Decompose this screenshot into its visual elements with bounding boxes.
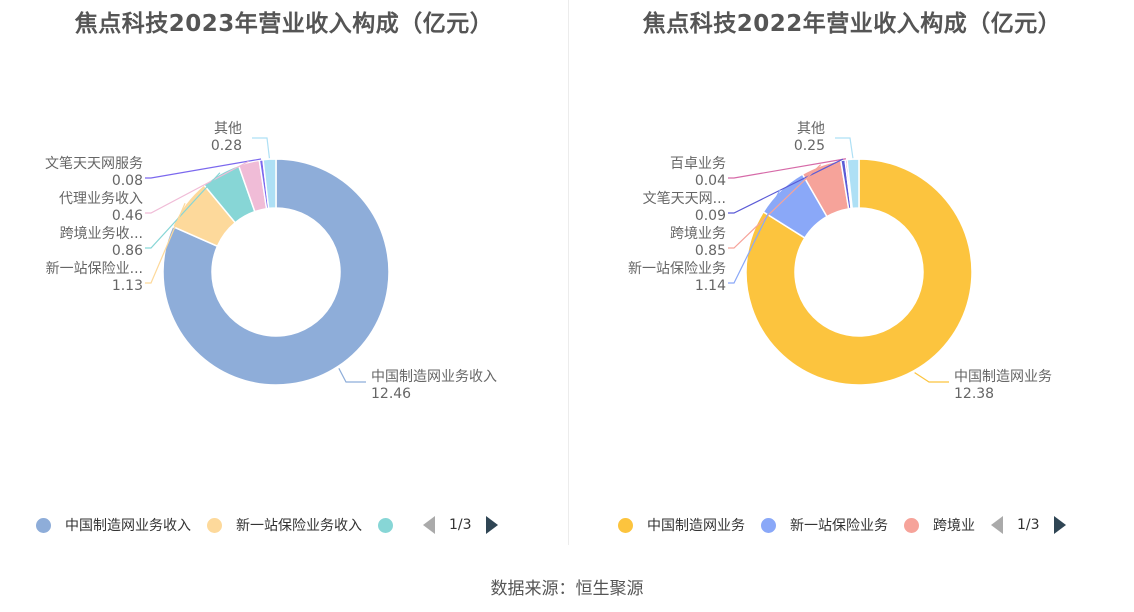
legend-label: 跨境业 [933,518,975,534]
slice-label-5: 其他 [214,121,242,137]
slice-label-4: 文笔天天网服务 [45,156,143,172]
legend-dot-icon [36,517,51,533]
label-line-2 [728,164,822,249]
label-line-0 [338,368,366,383]
legend-item-0[interactable]: 中国制造网业务 [618,515,745,535]
data-source: 数据来源：恒生聚源 [490,579,644,599]
chart-title-2022: 焦点科技2022年营业收入构成（亿元） [642,11,1062,37]
label-line-5 [835,137,854,159]
chart-title-2023: 焦点科技2023年营业收入构成（亿元） [74,11,494,37]
legend-pager: 1/3 [991,516,1066,534]
label-line-5 [252,137,271,159]
slice-value-3: 0.46 [112,208,143,224]
slice-value-5: 0.28 [211,138,242,154]
legend-dot-icon [904,517,919,533]
slice-value-2: 0.86 [112,243,143,259]
legend-dot-icon [207,517,222,533]
slice-value-3: 0.09 [695,208,726,224]
legend-2023: 中国制造网业务收入 新一站保险业务收入 1/3 [36,512,498,538]
slice-label-2: 跨境业务 [670,226,726,242]
slice-label-0: 中国制造网业务 [954,369,1052,385]
legend-label: 中国制造网业务收入 [65,518,191,534]
label-line-1 [145,203,186,284]
legend-label: 新一站保险业务 [790,518,888,534]
legend-next-icon[interactable] [485,516,498,534]
legend-item-2[interactable]: 跨境业 [904,515,975,535]
slice-value-4: 0.08 [112,173,143,189]
legend-dot-icon [618,517,633,533]
chart-panel-2023: 焦点科技2023年营业收入构成（亿元） 中国制造网业务收入 12.46 其他 0.28… [0,0,568,560]
slice-5[interactable] [846,158,860,210]
slice-0[interactable] [162,158,390,386]
slice-value-0: 12.46 [371,386,411,402]
legend-label: 新一站保险业务收入 [236,518,362,534]
legend-item-1[interactable]: 新一站保险业务收入 [207,515,362,535]
legend-pager: 1/3 [423,516,498,534]
slice-label-2: 跨境业务收... [60,226,143,242]
slice-value-1: 1.13 [112,278,143,294]
label-line-0 [914,372,949,383]
legend-next-icon[interactable] [1053,516,1066,534]
legend-prev-icon[interactable] [991,516,1003,534]
slice-label-4: 百卓业务 [670,156,726,172]
slice-label-1: 新一站保险业... [46,261,143,277]
panel-divider [568,0,569,545]
legend-dot-icon [761,517,776,533]
label-line-4 [145,158,262,179]
legend-page-indicator: 1/3 [449,517,472,533]
label-line-1 [728,189,781,284]
slice-value-4: 0.04 [695,173,726,189]
label-line-4 [728,158,847,179]
slice-value-0: 12.38 [954,386,994,402]
slice-value-1: 1.14 [695,278,726,294]
label-line-2 [145,172,221,249]
slice-label-3: 文笔天天网... [643,191,726,207]
slice-value-2: 0.85 [695,243,726,259]
slice-label-3: 代理业务收入 [59,191,143,207]
slice-label-1: 新一站保险业务 [628,261,726,277]
label-line-3 [145,160,249,214]
slice-value-5: 0.25 [794,138,825,154]
legend-item-1[interactable]: 新一站保险业务 [761,515,888,535]
legend-item-0[interactable]: 中国制造网业务收入 [36,515,191,535]
legend-label: 中国制造网业务 [647,518,745,534]
legend-prev-icon[interactable] [423,516,435,534]
legend-2022: 中国制造网业务 新一站保险业务 跨境业 1/3 [618,512,1066,538]
chart-panel-2022: 焦点科技2022年营业收入构成（亿元） 中国制造网业务 12.38 其他 0.25 百卓… [570,0,1134,560]
slice-0[interactable] [745,158,973,386]
legend-dot-icon [378,517,393,533]
legend-page-indicator: 1/3 [1017,517,1040,533]
slice-label-0: 中国制造网业务收入 [371,369,497,385]
slice-label-5: 其他 [797,121,825,137]
label-line-3 [728,158,844,214]
legend-item-2[interactable] [378,517,407,533]
slice-5[interactable] [262,158,277,210]
